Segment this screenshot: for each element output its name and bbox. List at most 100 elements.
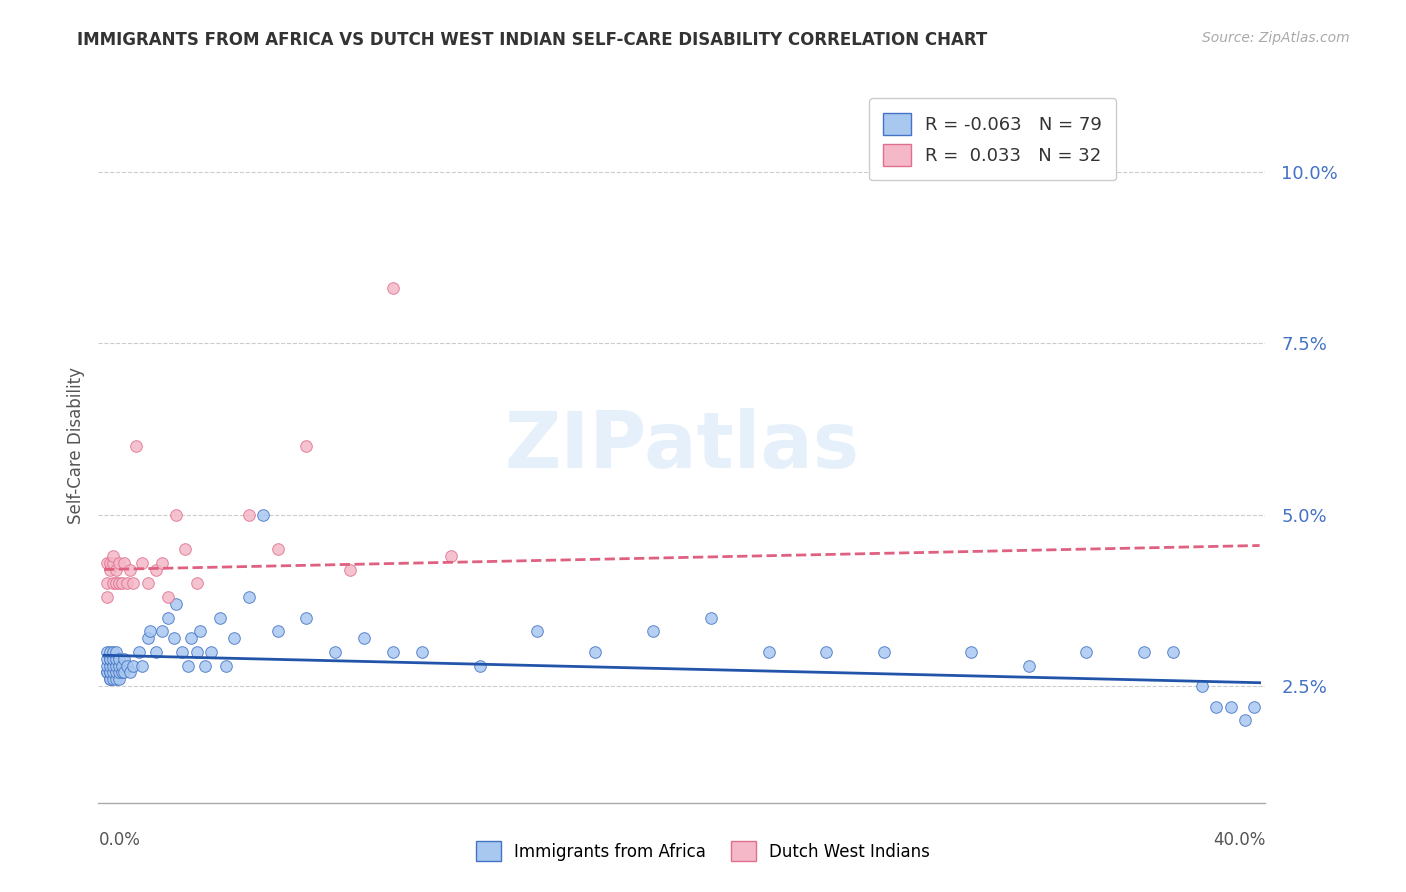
- Point: [110, 665, 132, 680]
- Point: [194, 658, 217, 673]
- Point: [165, 508, 187, 522]
- Point: [162, 631, 184, 645]
- Point: [96, 665, 118, 680]
- Point: [96, 665, 118, 680]
- Point: [101, 658, 124, 673]
- Point: [1191, 679, 1213, 693]
- Point: [131, 658, 153, 673]
- Point: [139, 624, 162, 639]
- Point: [122, 576, 145, 591]
- Legend: Immigrants from Africa, Dutch West Indians: Immigrants from Africa, Dutch West India…: [463, 828, 943, 875]
- Point: [1234, 714, 1257, 728]
- Point: [873, 645, 896, 659]
- Point: [98, 651, 121, 665]
- Point: [1018, 658, 1040, 673]
- Point: [101, 549, 124, 563]
- Point: [186, 645, 208, 659]
- Point: [145, 645, 167, 659]
- Point: [224, 631, 246, 645]
- Point: [382, 281, 405, 295]
- Point: [112, 665, 135, 680]
- Point: [98, 651, 121, 665]
- Point: [339, 562, 361, 576]
- Point: [238, 508, 260, 522]
- Point: [107, 651, 129, 665]
- Point: [252, 508, 274, 522]
- Point: [238, 590, 260, 604]
- Point: [98, 673, 121, 687]
- Point: [98, 556, 121, 570]
- Point: [172, 645, 194, 659]
- Point: [641, 624, 664, 639]
- Point: [165, 597, 187, 611]
- Point: [266, 541, 288, 556]
- Point: [112, 651, 135, 665]
- Text: 0.0%: 0.0%: [98, 831, 141, 849]
- Point: [101, 665, 124, 680]
- Point: [104, 658, 127, 673]
- Point: [98, 562, 121, 576]
- Point: [1133, 645, 1156, 659]
- Point: [96, 556, 118, 570]
- Point: [96, 651, 118, 665]
- Point: [208, 610, 231, 624]
- Legend: R = -0.063   N = 79, R =  0.033   N = 32: R = -0.063 N = 79, R = 0.033 N = 32: [869, 98, 1116, 180]
- Point: [110, 658, 132, 673]
- Point: [1076, 645, 1098, 659]
- Point: [1243, 699, 1265, 714]
- Point: [112, 556, 135, 570]
- Point: [101, 556, 124, 570]
- Point: [101, 651, 124, 665]
- Point: [174, 541, 197, 556]
- Point: [98, 645, 121, 659]
- Point: [101, 576, 124, 591]
- Point: [156, 590, 179, 604]
- Point: [107, 576, 129, 591]
- Point: [150, 624, 173, 639]
- Point: [96, 576, 118, 591]
- Point: [186, 576, 208, 591]
- Point: [98, 673, 121, 687]
- Point: [411, 645, 433, 659]
- Point: [526, 624, 548, 639]
- Point: [120, 665, 142, 680]
- Point: [136, 576, 159, 591]
- Point: [104, 562, 127, 576]
- Point: [440, 549, 463, 563]
- Point: [295, 610, 318, 624]
- Point: [128, 645, 150, 659]
- Point: [104, 645, 127, 659]
- Point: [214, 658, 236, 673]
- Point: [353, 631, 375, 645]
- Point: [104, 665, 127, 680]
- Point: [145, 562, 167, 576]
- Point: [96, 590, 118, 604]
- Text: ZIPatlas: ZIPatlas: [505, 408, 859, 484]
- Point: [468, 658, 491, 673]
- Point: [107, 658, 129, 673]
- Text: Source: ZipAtlas.com: Source: ZipAtlas.com: [1202, 31, 1350, 45]
- Point: [1205, 699, 1227, 714]
- Point: [323, 645, 346, 659]
- Point: [295, 439, 318, 453]
- Point: [110, 576, 132, 591]
- Point: [131, 556, 153, 570]
- Point: [96, 645, 118, 659]
- Point: [101, 645, 124, 659]
- Point: [700, 610, 723, 624]
- Point: [104, 673, 127, 687]
- Point: [1219, 699, 1241, 714]
- Point: [117, 658, 139, 673]
- Point: [107, 556, 129, 570]
- Point: [815, 645, 838, 659]
- Point: [188, 624, 211, 639]
- Point: [101, 673, 124, 687]
- Point: [150, 556, 173, 570]
- Point: [200, 645, 222, 659]
- Point: [107, 665, 129, 680]
- Point: [156, 610, 179, 624]
- Point: [180, 631, 202, 645]
- Text: 40.0%: 40.0%: [1213, 831, 1265, 849]
- Point: [120, 562, 142, 576]
- Text: IMMIGRANTS FROM AFRICA VS DUTCH WEST INDIAN SELF-CARE DISABILITY CORRELATION CHA: IMMIGRANTS FROM AFRICA VS DUTCH WEST IND…: [77, 31, 987, 49]
